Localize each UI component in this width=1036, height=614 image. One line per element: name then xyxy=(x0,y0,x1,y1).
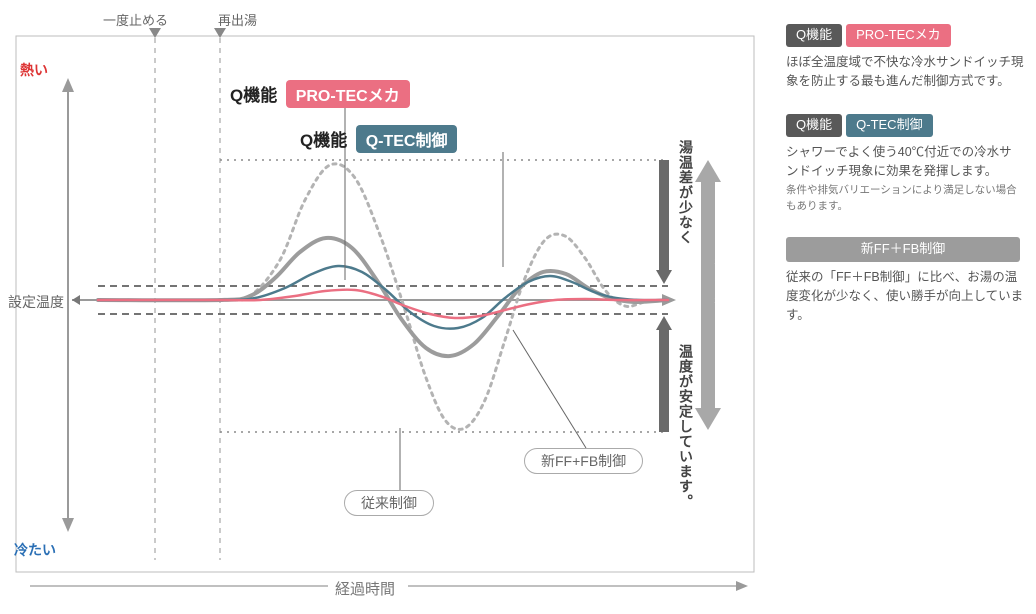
badge-full: 新FF＋FB制御 xyxy=(786,237,1020,262)
side-panel: Q機能PRO-TECメカほぼ全温度域で不快な冷水サンドイッチ現象を防止する最も進… xyxy=(786,24,1024,348)
axis-elapsed-label: 経過時間 xyxy=(335,578,395,599)
sidebar-desc: ほぼ全温度域で不快な冷水サンドイッチ現象を防止する最も進んだ制御方式です。 xyxy=(786,53,1024,92)
qtec-pill: Q-TEC制御 xyxy=(356,125,458,153)
badge-gray: Q機能 xyxy=(786,24,842,47)
legacy-label-box: 従来制御 xyxy=(344,490,434,516)
q-prefix-1: Q機能 xyxy=(230,86,277,105)
q-prefix-2: Q機能 xyxy=(300,131,347,150)
protec-pill: PRO-TECメカ xyxy=(286,80,410,108)
arrow-top-label: 湯温差が少なく xyxy=(676,140,696,245)
arrow-bottom-label: 温度が安定しています。 xyxy=(676,344,696,509)
sidebar-desc: 従来の「FF＋FB制御」に比べ、お湯の温度変化が少なく、使い勝手が向上しています… xyxy=(786,268,1024,326)
sidebar-block-1: Q機能Q-TEC制御シャワーでよく使う40℃付近での冷水サンドイッチ現象に効果を… xyxy=(786,114,1024,215)
badge-pink: PRO-TECメカ xyxy=(846,24,951,47)
fffb-label-box: 新FF+FB制御 xyxy=(524,448,643,474)
protec-label-group: Q機能 PRO-TECメカ xyxy=(230,80,410,108)
sidebar-block-2: 新FF＋FB制御従来の「FF＋FB制御」に比べ、お湯の温度変化が少なく、使い勝手… xyxy=(786,237,1024,326)
sidebar-block-0: Q機能PRO-TECメカほぼ全温度域で不快な冷水サンドイッチ現象を防止する最も進… xyxy=(786,24,1024,92)
sidebar-desc-small: 条件や排気バリエーションにより満足しない場合もあります。 xyxy=(786,183,1024,215)
event-stop-label: 一度止める xyxy=(103,10,168,29)
arrow-mid-label: 従来制御 xyxy=(712,257,729,309)
axis-cold-label: 冷たい xyxy=(14,540,56,560)
badge-blue: Q-TEC制御 xyxy=(846,114,932,137)
axis-hot-label: 熱い xyxy=(20,60,48,80)
event-restart-label: 再出湯 xyxy=(218,10,257,29)
badge-gray: Q機能 xyxy=(786,114,842,137)
chart-area: 熱い 冷たい 設定温度 一度止める 再出湯 Q機能 PRO-TECメカ Q機能 … xyxy=(0,0,770,609)
sidebar-desc: シャワーでよく使う40℃付近での冷水サンドイッチ現象に効果を発揮します。 xyxy=(786,143,1024,182)
axis-settemp-label: 設定温度 xyxy=(8,292,64,312)
qtec-label-group: Q機能 Q-TEC制御 xyxy=(300,125,457,153)
